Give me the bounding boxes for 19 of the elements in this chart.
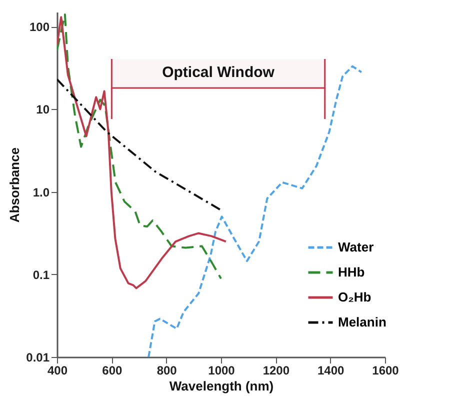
legend-label: Melanin <box>338 314 386 330</box>
legend-label: Water <box>338 240 374 254</box>
x-tick-label: 1400 <box>317 364 345 378</box>
y-tick-label: 0.1 <box>32 268 50 282</box>
band-label: Optical Window <box>162 64 275 81</box>
x-tick-label: 600 <box>102 364 122 378</box>
legend-label: O₂Hb <box>338 290 372 304</box>
y-tick-label: 10 <box>36 102 50 117</box>
y-axis-title: Absorbance <box>7 147 22 223</box>
x-tick-label: 1000 <box>208 364 236 378</box>
y-tick-label: 1.0 <box>32 185 50 200</box>
legend-label: HHb <box>338 264 365 280</box>
x-tick-label: 1600 <box>372 364 400 378</box>
x-tick-label: 400 <box>47 364 68 378</box>
x-tick-label: 800 <box>156 364 178 378</box>
y-tick-label: 100 <box>29 20 50 34</box>
x-tick-label: 1200 <box>262 364 290 378</box>
x-axis-title: Wavelength (nm) <box>169 378 274 394</box>
y-tick-label: 0.01 <box>26 350 50 364</box>
